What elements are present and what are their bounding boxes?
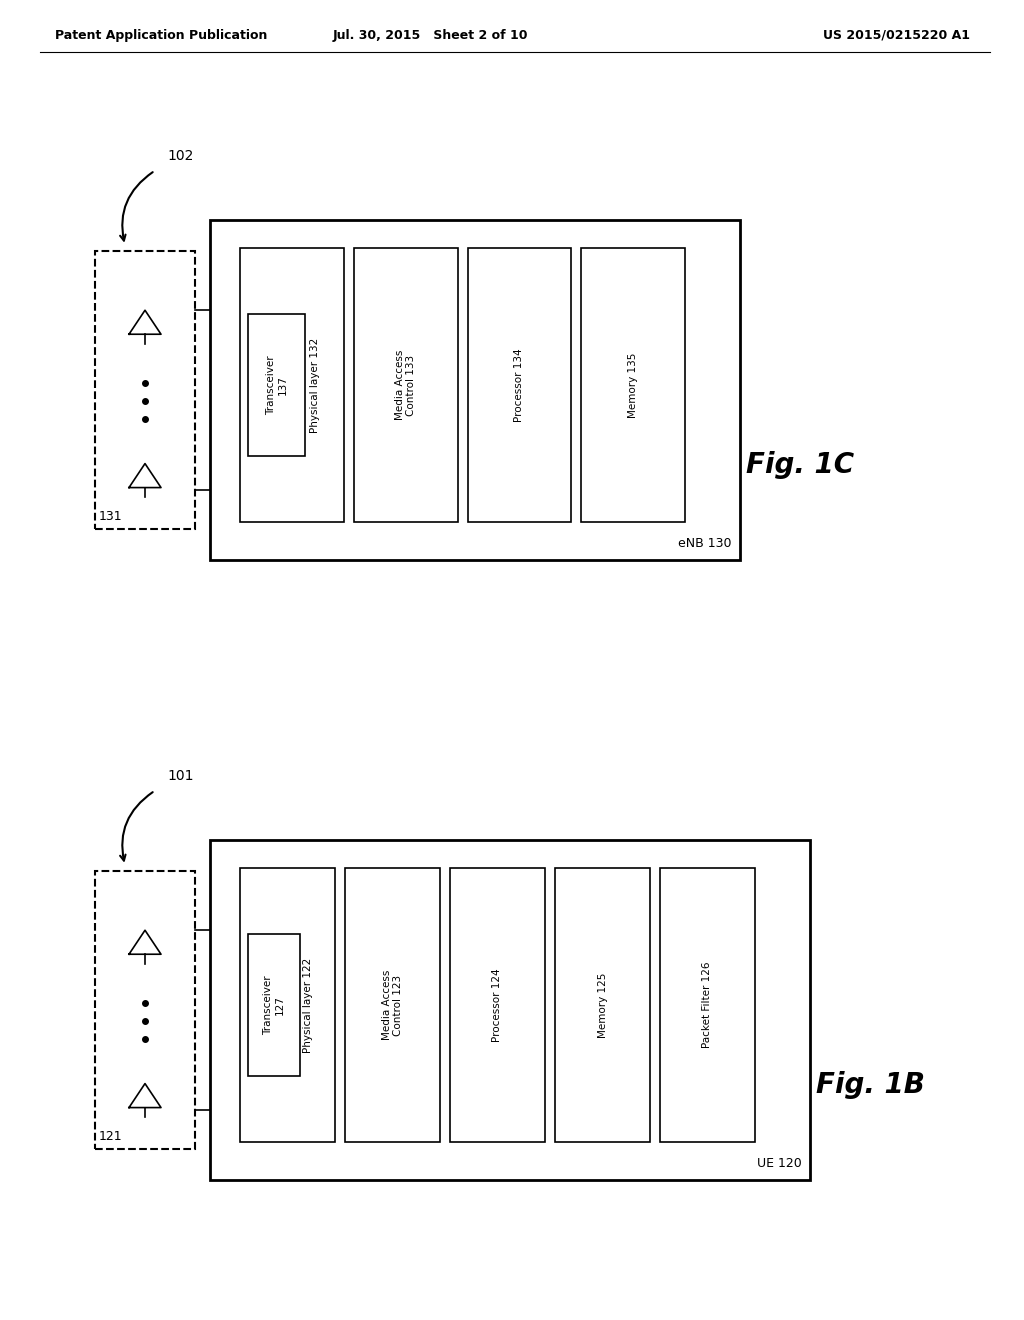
Bar (660, 869, 755, 1142)
Text: US 2015/0215220 A1: US 2015/0215220 A1 (823, 29, 970, 41)
Text: Fig. 1C: Fig. 1C (745, 451, 854, 479)
Text: Physical layer 132: Physical layer 132 (309, 338, 319, 433)
Bar (95, 871, 195, 1150)
Text: Memory 135: Memory 135 (628, 352, 638, 417)
Text: 121: 121 (99, 1130, 123, 1143)
Bar (345, 869, 440, 1142)
Bar (582, 248, 685, 521)
Text: Jul. 30, 2015   Sheet 2 of 10: Jul. 30, 2015 Sheet 2 of 10 (332, 29, 527, 41)
Text: Processor 124: Processor 124 (493, 968, 503, 1041)
Bar (240, 248, 344, 521)
Text: Fig. 1B: Fig. 1B (815, 1071, 925, 1098)
Text: Processor 134: Processor 134 (514, 348, 524, 422)
Text: Memory 125: Memory 125 (597, 973, 607, 1038)
Text: eNB 130: eNB 130 (679, 537, 732, 550)
Bar (248, 933, 300, 1076)
Bar (210, 220, 740, 560)
Text: Packet Filter 126: Packet Filter 126 (702, 962, 713, 1048)
Bar (468, 248, 571, 521)
Bar (450, 869, 545, 1142)
Text: Transceiver
137: Transceiver 137 (266, 355, 288, 414)
Bar (353, 248, 458, 521)
Text: Media Access
Control 123: Media Access Control 123 (382, 970, 403, 1040)
Bar (248, 314, 305, 457)
Text: 131: 131 (99, 511, 123, 524)
Bar (555, 869, 650, 1142)
Bar (240, 869, 335, 1142)
Text: 101: 101 (167, 768, 194, 783)
Text: Physical layer 122: Physical layer 122 (303, 957, 313, 1052)
Text: UE 120: UE 120 (758, 1158, 802, 1170)
Text: Patent Application Publication: Patent Application Publication (55, 29, 267, 41)
Text: Transceiver
127: Transceiver 127 (263, 975, 285, 1035)
Bar (210, 840, 810, 1180)
Text: 102: 102 (167, 149, 194, 162)
Bar (95, 251, 195, 529)
Text: Media Access
Control 133: Media Access Control 133 (395, 350, 417, 420)
